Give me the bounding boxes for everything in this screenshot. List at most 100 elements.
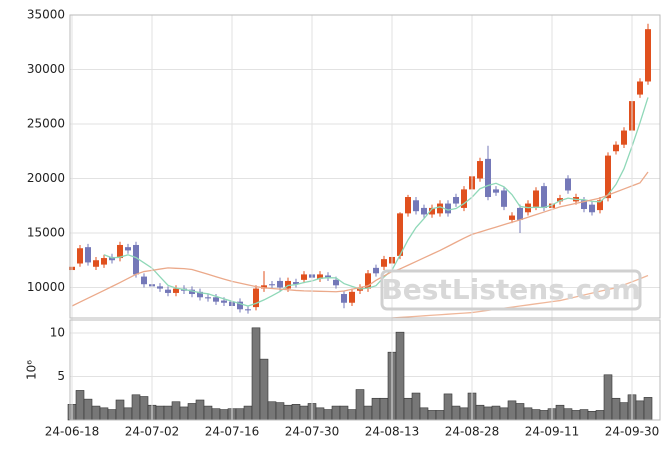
x-tick-label: 24-07-02 <box>125 425 179 439</box>
volume-bar <box>331 405 341 421</box>
candle-body <box>485 158 491 198</box>
candle-body <box>541 186 547 208</box>
candle-body <box>597 200 603 211</box>
volume-bar <box>315 407 325 421</box>
candle-body <box>237 301 243 310</box>
candle-body <box>509 215 515 220</box>
y-tick-label: 30000 <box>27 62 65 76</box>
candle-body <box>445 203 451 214</box>
y-tick-label: 15000 <box>27 225 65 239</box>
candle-body <box>117 244 123 259</box>
volume-bar <box>251 327 261 421</box>
volume-bar <box>139 396 149 421</box>
candle-body <box>141 276 147 285</box>
volume-bar <box>219 409 229 421</box>
candle-body <box>341 294 347 303</box>
x-tick-label: 24-09-11 <box>525 425 579 439</box>
candle-body <box>405 197 411 214</box>
volume-bar <box>107 409 117 421</box>
candle-body <box>77 248 83 264</box>
y-tick-label: 10000 <box>27 280 65 294</box>
volume-bar <box>323 409 333 421</box>
x-tick-label: 24-07-16 <box>205 425 259 439</box>
volume-bar <box>611 397 621 421</box>
x-tick-label: 24-07-30 <box>285 425 339 439</box>
candle-body <box>581 200 587 210</box>
volume-axis-label: 10⁶ <box>25 360 39 380</box>
candle-body <box>557 198 563 202</box>
volume-bar <box>379 397 389 421</box>
volume-bar <box>347 409 357 421</box>
candle-body <box>517 207 523 220</box>
candle-body <box>429 207 435 215</box>
candle-body <box>381 259 387 267</box>
candle-body <box>213 297 219 302</box>
volume-bar <box>491 405 501 421</box>
volume-bar <box>395 331 405 421</box>
volume-bar <box>507 400 517 421</box>
candle-body <box>93 260 99 267</box>
candle-body <box>397 213 403 256</box>
volume-bar <box>83 398 93 421</box>
candle-body <box>413 200 419 212</box>
candle-body <box>637 81 643 95</box>
watermark: BestListens.com <box>381 273 640 306</box>
candle-body <box>589 204 595 213</box>
candle-body <box>365 273 371 289</box>
volume-bar <box>179 406 189 421</box>
volume-bar <box>435 410 445 421</box>
volume-bar <box>411 392 421 421</box>
volume-bar <box>131 394 141 421</box>
candle-body <box>261 285 267 289</box>
volume-bar <box>275 402 285 421</box>
volume-bar <box>187 403 197 421</box>
candle-body <box>221 300 227 303</box>
candle-body <box>605 155 611 199</box>
candle-body <box>645 29 651 82</box>
volume-bar <box>123 407 133 421</box>
volume-bar <box>91 405 101 421</box>
x-tick-label: 24-08-28 <box>445 425 499 439</box>
volume-bar <box>451 405 461 421</box>
volume-bar <box>195 399 205 421</box>
volume-bar <box>587 411 597 421</box>
moving-average-line <box>103 97 649 307</box>
volume-bar <box>371 397 381 421</box>
candle-body <box>349 291 355 303</box>
volume-bar <box>483 406 493 421</box>
y-tick-label: 20000 <box>27 171 65 185</box>
x-tick-label: 24-09-30 <box>605 425 659 439</box>
volume-bar <box>291 404 301 421</box>
volume-bar <box>267 401 277 421</box>
price-panel <box>69 14 661 319</box>
candle-body <box>285 280 291 289</box>
volume-bar <box>603 374 613 421</box>
volume-bar <box>635 400 645 421</box>
candle-body <box>453 197 459 204</box>
candle-body <box>421 207 427 215</box>
candle-body <box>501 190 507 207</box>
candle-body <box>109 256 115 261</box>
volume-bar <box>475 404 485 421</box>
volume-bar <box>499 407 509 421</box>
y-tick-label: 5 <box>57 369 65 383</box>
candle-body <box>333 279 339 286</box>
volume-bar <box>115 399 125 421</box>
volume-bar <box>563 408 573 421</box>
candle-body <box>189 289 195 295</box>
candle-body <box>125 247 131 251</box>
candle-body <box>493 189 499 193</box>
volume-bar <box>163 405 173 421</box>
candle-body <box>157 286 163 289</box>
candle-body <box>565 178 571 191</box>
candle-body <box>197 291 203 298</box>
volume-bar <box>595 410 605 421</box>
plot <box>67 14 660 421</box>
candle-body <box>101 258 107 265</box>
volume-bar <box>355 389 365 421</box>
volume-bar <box>403 397 413 421</box>
candle-body <box>621 130 627 145</box>
volume-bar <box>99 407 109 421</box>
candle-body <box>165 289 171 293</box>
